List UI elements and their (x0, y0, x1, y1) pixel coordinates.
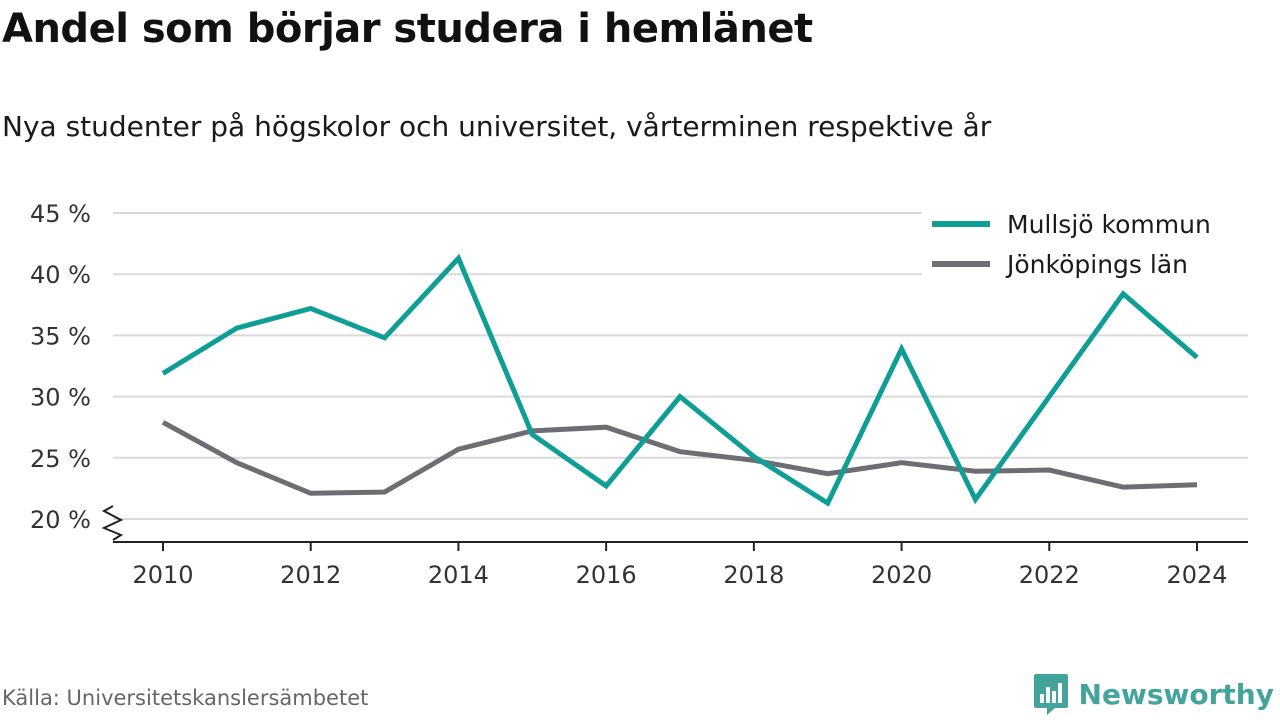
series-line (161, 253, 1199, 507)
x-axis (101, 505, 1248, 543)
x-tick-label: 2018 (723, 561, 784, 589)
chart-subtitle: Nya studenter på högskolor och universit… (2, 110, 992, 143)
newsworthy-logo-icon (1033, 674, 1068, 715)
y-tick-label: 35 % (30, 322, 91, 350)
x-tick-label: 2024 (1166, 561, 1227, 589)
legend: Mullsjö kommun Jönköpings län (922, 206, 1258, 288)
legend-label: Mullsjö kommun (1007, 210, 1211, 239)
source-note: Källa: Universitetskanslersämbetet (2, 686, 369, 710)
x-tick-label: 2010 (132, 561, 193, 589)
x-tick-label: 2014 (428, 561, 489, 589)
y-tick-label: 45 % (30, 200, 91, 228)
y-tick-label: 30 % (30, 384, 91, 412)
y-axis-ticks: 20 % 25 % 30 % 35 % 40 % 45 % (30, 200, 91, 534)
y-tick-label: 20 % (30, 506, 91, 534)
x-tick-label: 2020 (871, 561, 932, 589)
legend-label: Jönköpings län (1005, 250, 1188, 279)
series-line (161, 420, 1198, 496)
legend-background (922, 206, 1258, 288)
y-tick-label: 40 % (30, 261, 91, 289)
series-lines (161, 253, 1199, 507)
x-tick-label: 2012 (280, 561, 341, 589)
axis-break-symbol (101, 505, 124, 541)
y-tick-label: 25 % (30, 445, 91, 473)
x-tick-label: 2016 (576, 561, 637, 589)
x-axis-ticks: 2010 2012 2014 2016 2018 2020 2022 2024 (132, 542, 1228, 589)
brand-logo: Newsworthy (1033, 672, 1274, 716)
x-tick-label: 2022 (1019, 561, 1080, 589)
chart-title: Andel som börjar studera i hemlänet (2, 6, 813, 52)
brand-name: Newsworthy (1078, 677, 1274, 711)
